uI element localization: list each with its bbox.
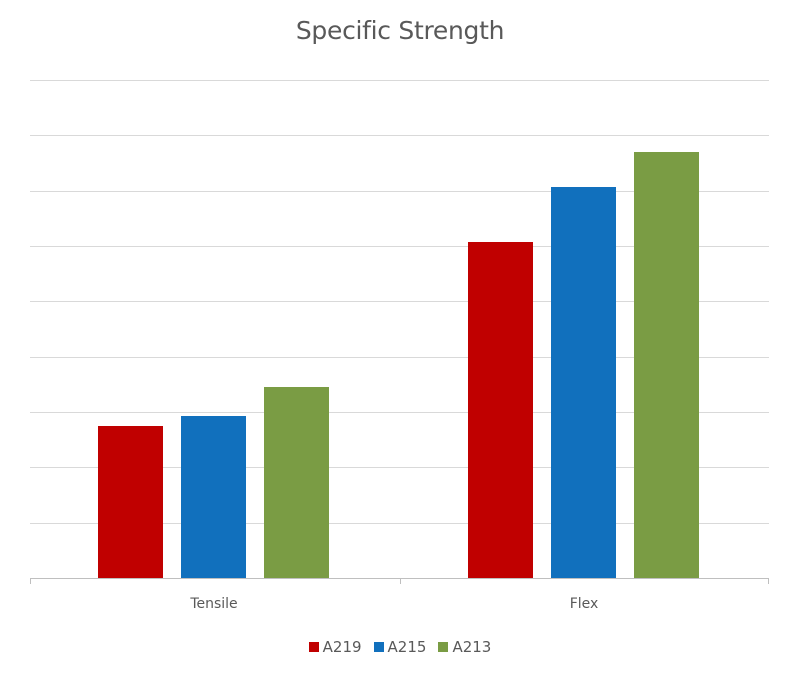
legend-swatch-icon <box>373 642 384 652</box>
gridline <box>30 522 769 524</box>
bar-tensile-a219[interactable] <box>98 425 163 578</box>
gridline <box>30 301 769 303</box>
legend-label: A215 <box>387 638 427 656</box>
legend-item-a213[interactable]: A213 <box>438 638 491 656</box>
bar-tensile-a215[interactable] <box>181 415 246 578</box>
gridline <box>30 190 769 192</box>
gridline <box>30 356 769 358</box>
chart-title: Specific Strength <box>295 16 505 45</box>
legend-swatch-icon <box>438 642 449 652</box>
category-label-flex: Flex <box>569 596 599 612</box>
gridline <box>30 467 769 469</box>
category-label-tensile: Tensile <box>190 596 238 612</box>
bar-flex-a213[interactable] <box>634 151 699 578</box>
legend-item-a215[interactable]: A215 <box>373 638 427 656</box>
gridline <box>30 246 769 247</box>
gridline <box>30 80 769 81</box>
plot-area <box>30 80 769 584</box>
legend-label: A219 <box>322 638 362 656</box>
bar-flex-a215[interactable] <box>551 186 616 578</box>
x-axis-tick <box>30 578 31 584</box>
x-axis-tick <box>768 578 769 584</box>
x-axis-tick <box>399 578 401 584</box>
gridline <box>30 412 769 413</box>
gridline <box>30 135 769 137</box>
legend-item-a219[interactable]: A219 <box>308 638 362 656</box>
legend-swatch-icon <box>308 642 319 652</box>
legend: A219 A215 A213 <box>0 638 800 656</box>
bar-flex-a219[interactable] <box>468 241 533 578</box>
bar-tensile-a213[interactable] <box>264 387 329 578</box>
legend-label: A213 <box>452 638 492 656</box>
